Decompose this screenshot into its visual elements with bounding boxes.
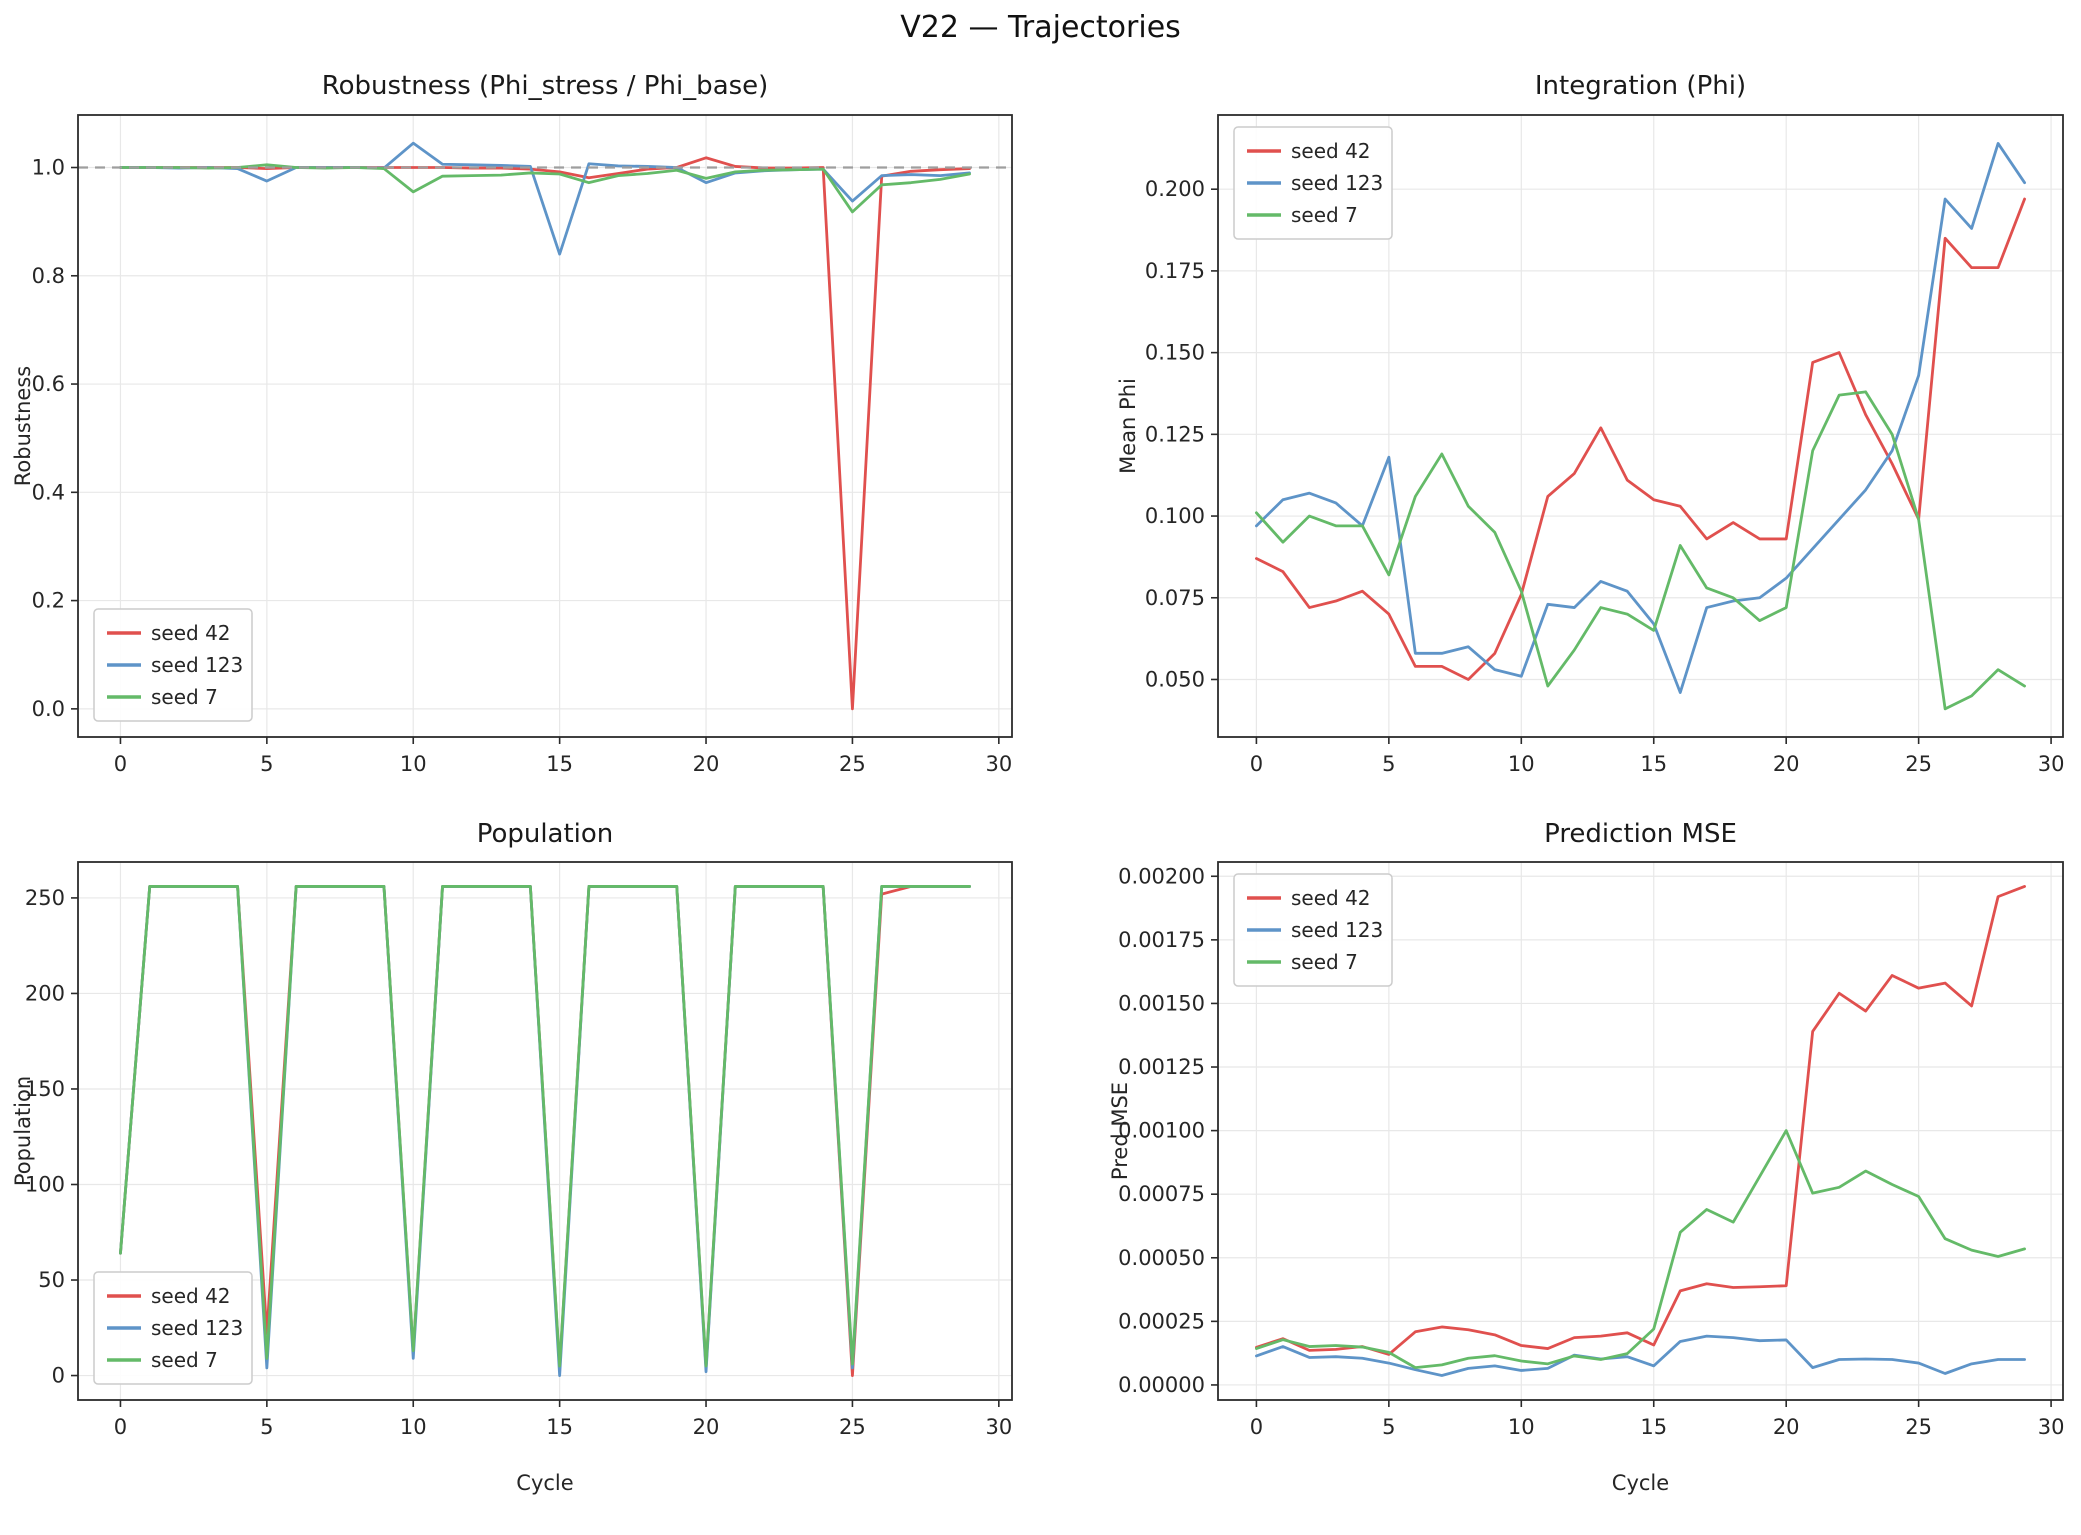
x-tick-label: 10 — [400, 1415, 427, 1439]
y-tick-label: 0.4 — [32, 480, 65, 504]
legend-box — [1233, 873, 1393, 987]
series-line-seed-123 — [1255, 1334, 2026, 1377]
y-tick-label: 0.0 — [32, 697, 65, 721]
legend-label: seed 7 — [151, 685, 218, 709]
y-tick-label: 0.00100 — [1118, 1119, 1205, 1143]
subplot-population: Population Population 0 5 10 15 20 25 30 0 50 100… — [0, 795, 1040, 1535]
x-tick-label: 0 — [1250, 752, 1263, 776]
x-tick-label: 30 — [2038, 752, 2065, 776]
y-tick-label: 0.00150 — [1118, 991, 1205, 1015]
legend-label: seed 123 — [151, 653, 243, 677]
x-tick-label: 25 — [1905, 1415, 1932, 1439]
y-tick-label: 250 — [25, 886, 65, 910]
x-tick-label: 10 — [1508, 752, 1535, 776]
x-tick-label: 15 — [1640, 1415, 1667, 1439]
y-tick-label: 150 — [25, 1077, 65, 1101]
y-tick-label: 0.00050 — [1118, 1246, 1205, 1270]
y-tick-label: 0.150 — [1145, 341, 1205, 365]
legend-label: seed 123 — [151, 1316, 243, 1340]
legend-label: seed 7 — [151, 1348, 218, 1372]
series-line-seed-7 — [119, 885, 971, 1368]
x-tick-label: 0 — [114, 752, 127, 776]
y-tick-label: 0.200 — [1145, 177, 1205, 201]
x-tick-label: 20 — [693, 1415, 720, 1439]
x-tick-label: 5 — [1382, 752, 1395, 776]
series-line-seed-42 — [1255, 197, 2026, 681]
x-tick-label: 10 — [1508, 1415, 1535, 1439]
y-tick-label: 1.0 — [32, 156, 65, 180]
legend-label: seed 42 — [1291, 886, 1371, 910]
y-tick-label: 0.00175 — [1118, 928, 1205, 952]
y-tick-label: 0.075 — [1145, 586, 1205, 610]
legend-label: seed 123 — [1291, 171, 1383, 195]
y-tick-label: 0.175 — [1145, 259, 1205, 283]
x-tick-label: 30 — [985, 752, 1012, 776]
subplot-prediction-mse: Prediction MSE Pred MSE 0 5 10 15 20 25 30 0.00… — [1041, 795, 2081, 1535]
series-line-seed-123 — [1255, 142, 2026, 694]
plot-canvas: 0 5 10 15 20 25 30 0.0 0.2 0.4 0.6 0.8 1.0 seed 42 see… — [32, 114, 1013, 776]
series-line-seed-7 — [1255, 1129, 2026, 1370]
legend-label: seed 7 — [1291, 950, 1358, 974]
y-tick-label: 0 — [52, 1364, 65, 1388]
plot-title: Robustness (Phi_stress / Phi_base) — [321, 71, 769, 101]
plot-canvas: 0 5 10 15 20 25 30 0.050 0.075 0.100 0.125 0.150 0.1… — [1145, 114, 2065, 776]
series-line-seed-42 — [1255, 885, 2026, 1356]
x-tick-label: 5 — [260, 1415, 273, 1439]
series-line-seed-42 — [119, 156, 971, 711]
x-tick-label: 25 — [839, 752, 866, 776]
x-tick-label: 30 — [985, 1415, 1012, 1439]
x-tick-label: 10 — [400, 752, 427, 776]
x-tick-label: 15 — [1640, 752, 1667, 776]
y-tick-label: 0.6 — [32, 372, 65, 396]
y-tick-label: 0.100 — [1145, 504, 1205, 528]
legend-label: seed 42 — [1291, 139, 1371, 163]
y-tick-label: 100 — [25, 1172, 65, 1196]
y-tick-label: 0.00075 — [1118, 1182, 1205, 1206]
y-tick-label: 0.00025 — [1118, 1309, 1205, 1333]
plot-title: Prediction MSE — [1544, 819, 1737, 849]
x-tick-label: 20 — [1773, 1415, 1800, 1439]
legend-label: seed 42 — [151, 621, 231, 645]
series-line-seed-7 — [1255, 390, 2026, 711]
x-tick-label: 5 — [260, 752, 273, 776]
subplot-robustness: Robustness (Phi_stress / Phi_base) Robus… — [0, 55, 1040, 795]
x-axis-label: Cycle — [1611, 1471, 1670, 1495]
x-tick-label: 15 — [546, 1415, 573, 1439]
y-tick-label: 0.2 — [32, 589, 65, 613]
y-tick-label: 0.00000 — [1118, 1373, 1205, 1397]
y-tick-label: 0.00125 — [1118, 1055, 1205, 1079]
legend-label: seed 7 — [1291, 203, 1358, 227]
plot-canvas: 0 5 10 15 20 25 30 0 50 100 150 200 250 seed 42 seed 1… — [25, 861, 1013, 1439]
y-tick-label: 0.8 — [32, 264, 65, 288]
x-tick-label: 25 — [839, 1415, 866, 1439]
legend-box — [1233, 126, 1393, 240]
x-tick-label: 30 — [2038, 1415, 2065, 1439]
x-axis-label: Cycle — [516, 1471, 574, 1495]
x-tick-label: 5 — [1382, 1415, 1395, 1439]
series-line-seed-7 — [119, 163, 971, 214]
y-tick-label: 0.125 — [1145, 422, 1205, 446]
plot-canvas: 0 5 10 15 20 25 30 0.00000 0.00025 0.00050 0.00075… — [1118, 861, 2065, 1439]
y-tick-label: 200 — [25, 981, 65, 1005]
x-tick-label: 20 — [1773, 752, 1800, 776]
axes-border — [77, 861, 1013, 1401]
y-tick-label: 50 — [38, 1268, 65, 1292]
y-tick-label: 0.00200 — [1118, 864, 1205, 888]
legend-label: seed 42 — [151, 1284, 231, 1308]
plot-title: Population — [476, 819, 614, 849]
legend-label: seed 123 — [1291, 918, 1383, 942]
legend-box — [93, 608, 253, 722]
x-tick-label: 20 — [693, 752, 720, 776]
y-tick-label: 0.050 — [1145, 667, 1205, 691]
axes-border — [77, 114, 1013, 738]
plot-title: Integration (Phi) — [1534, 71, 1747, 101]
x-tick-label: 25 — [1905, 752, 1932, 776]
x-tick-label: 0 — [114, 1415, 127, 1439]
axes-border — [1217, 114, 2064, 738]
subplot-integration: Integration (Phi) Mean Phi 0 5 10 15 20 25 30 0… — [1041, 55, 2081, 795]
x-tick-label: 0 — [1250, 1415, 1263, 1439]
figure-title: V22 — Trajectories — [900, 10, 1181, 45]
x-tick-label: 15 — [546, 752, 573, 776]
legend-box — [93, 1271, 253, 1385]
